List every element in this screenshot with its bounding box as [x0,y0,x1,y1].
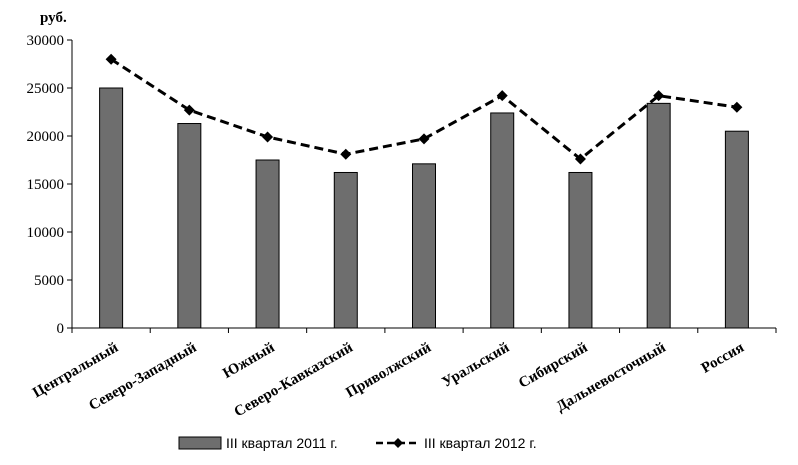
y-tick-label: 10000 [27,225,65,241]
y-tick-label: 0 [57,321,65,337]
bar [724,130,749,329]
legend: III квартал 2011 г. III квартал 2012 г. [178,435,537,451]
bar [412,163,436,329]
bar [568,171,593,329]
bar [177,123,202,329]
x-tick-label: Сибирский [516,339,591,391]
line-marker [574,153,586,165]
y-tick-label: 15000 [27,177,65,193]
x-tick-label: Приволжский [343,339,434,401]
y-tick-label: 20000 [27,129,65,145]
y-unit-label: руб. [40,10,67,26]
y-tick-label: 30000 [27,33,65,49]
line-series [105,53,743,165]
x-tick-label: Россия [699,340,747,377]
line-marker [262,131,274,143]
bar [646,102,671,329]
bar [333,171,358,329]
y-tick-label: 25000 [27,81,65,97]
series-line [110,57,738,161]
bar-series [99,87,749,329]
legend-label-2011: III квартал 2011 г. [226,435,338,451]
x-tick-label: Уральский [440,339,513,390]
legend-swatch-bar [178,436,222,450]
bar [255,159,280,329]
legend-marker-diamond [393,438,403,448]
line-marker [496,90,508,102]
line-marker [731,101,743,113]
bar [99,87,124,329]
bar [490,112,515,329]
y-axis: 0 5000 10000 15000 20000 25000 30000 [27,33,73,337]
line-marker [105,53,117,65]
x-tick-label: Южный [220,339,278,382]
y-tick-label: 5000 [34,273,64,289]
legend-label-2012: III квартал 2012 г. [424,435,537,451]
line-marker [183,104,195,116]
line-marker [418,133,430,145]
line-marker [340,148,352,160]
line-marker [653,90,665,102]
